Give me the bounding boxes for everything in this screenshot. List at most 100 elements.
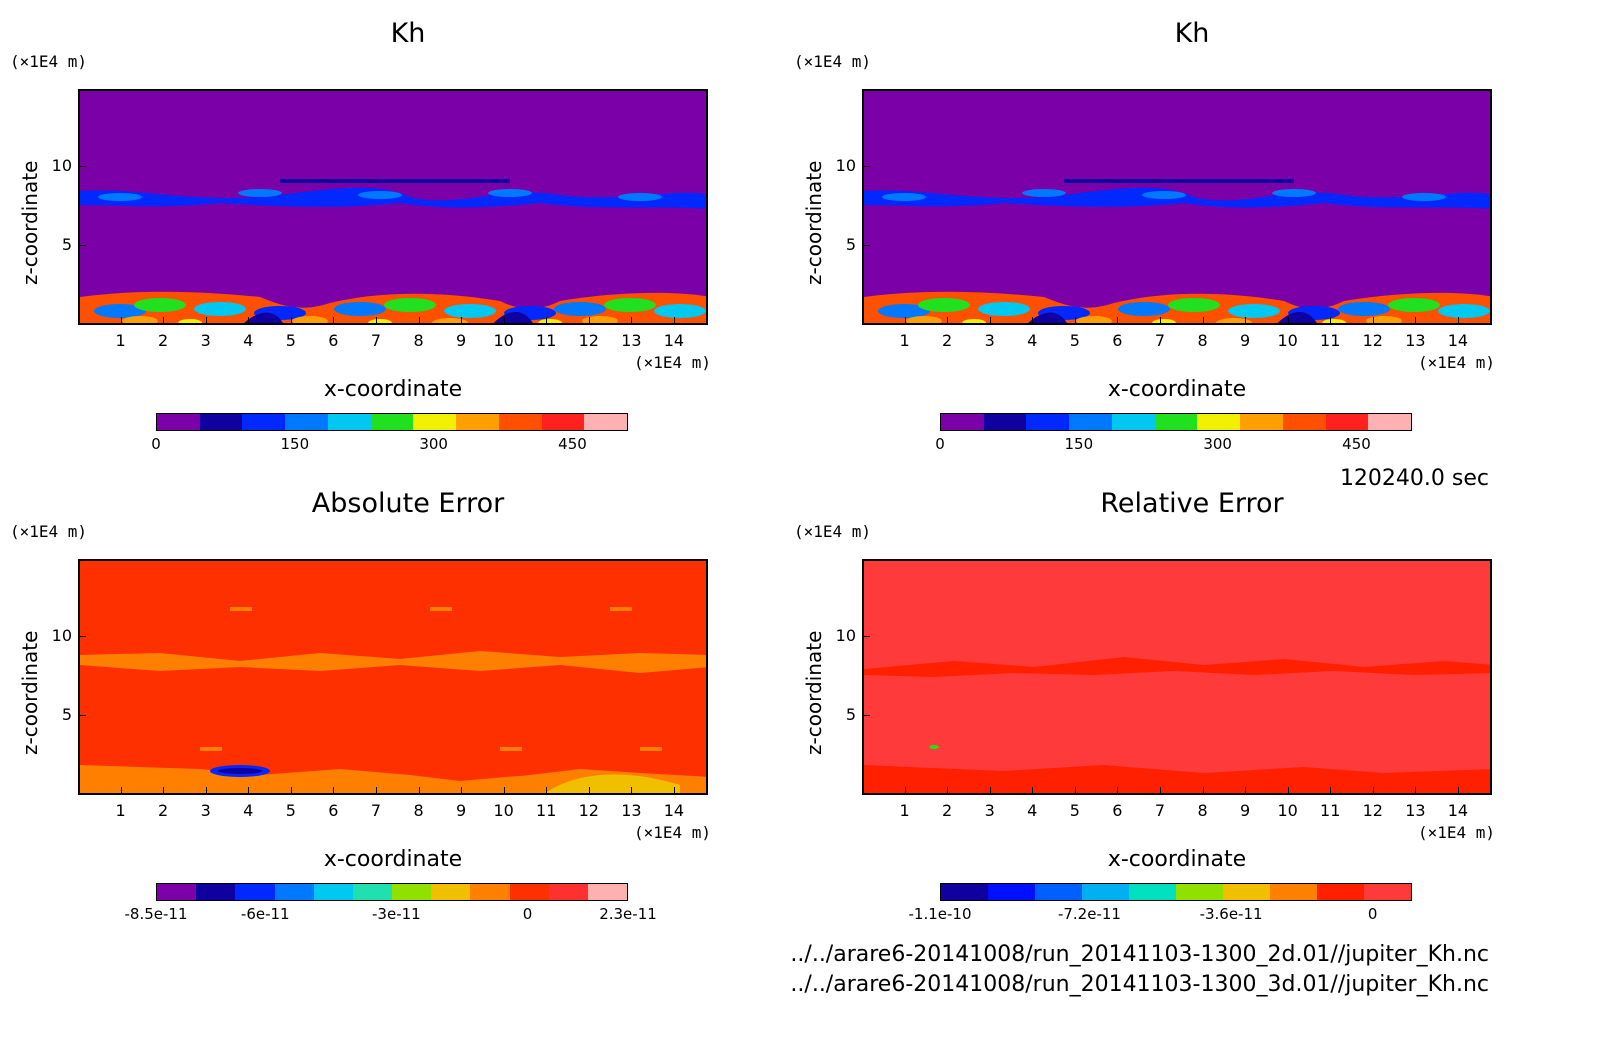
y-tick-mark: [78, 635, 86, 637]
x-tick-mark: [673, 317, 675, 325]
x-tick-label: 7: [1154, 331, 1166, 350]
y-axis-label: z-coordinate: [802, 630, 826, 755]
colorbar-swatch: [370, 414, 414, 430]
x-tick-mark: [375, 317, 377, 325]
x-tick-label: 14: [1447, 331, 1469, 350]
x-tick-label: 12: [578, 331, 599, 350]
x-tick-label: 4: [243, 801, 254, 820]
field-contours: [864, 91, 1490, 323]
y-tick-label: 5: [61, 235, 72, 255]
colorbar-tick-label: -3e-11: [372, 905, 421, 923]
x-tick-mark: [1159, 787, 1161, 795]
colorbar-tick-label: 0: [151, 435, 161, 453]
colorbar-swatch: [1240, 414, 1283, 430]
x-tick-label: 11: [536, 331, 557, 350]
x-tick-label: 13: [621, 331, 642, 350]
x-tick-label: 6: [328, 801, 339, 820]
x-tick-mark: [1032, 787, 1034, 795]
y-unit-label: (×1E4 m): [10, 522, 88, 541]
y-tick-label: 5: [845, 705, 856, 725]
x-tick-mark: [546, 317, 548, 325]
colorbar-swatch: [1069, 414, 1112, 430]
x-tick-label: 9: [1240, 331, 1251, 350]
panel-title: Kh: [1174, 18, 1210, 49]
x-tick-label: 5: [1069, 801, 1080, 820]
colorbar-swatch: [274, 884, 314, 900]
colorbar-swatch: [1368, 414, 1412, 430]
y-tick-label: 10: [835, 625, 856, 645]
x-tick-mark: [588, 317, 590, 325]
x-tick-mark: [989, 317, 991, 325]
colorbar-swatch: [327, 414, 371, 430]
x-tick-label: 6: [1112, 801, 1123, 820]
x-axis-label: x-coordinate: [323, 847, 463, 872]
x-tick-mark: [1074, 787, 1076, 795]
colorbar-swatch: [1282, 414, 1326, 430]
colorbar-tick-label: 150: [1064, 435, 1094, 453]
x-tick-label: 12: [1362, 801, 1383, 820]
x-tick-label: 8: [1197, 331, 1208, 350]
x-tick-mark: [461, 317, 463, 325]
y-unit-label: (×1E4 m): [794, 52, 872, 71]
y-tick-label: 10: [835, 155, 856, 175]
x-tick-label: 4: [1027, 331, 1038, 350]
colorbar-swatch: [1223, 884, 1270, 900]
colorbar-swatch: [392, 884, 432, 900]
x-tick-label: 2: [158, 801, 169, 820]
x-tick-mark: [120, 317, 122, 325]
x-tick-mark: [1372, 317, 1374, 325]
x-unit-label: (×1E4 m): [1418, 823, 1496, 842]
colorbar: [156, 883, 628, 901]
chart-panel: Relative Error (×1E4 m) z-coordinate 1 2 3 4 5 6…: [784, 470, 1568, 940]
colorbar-swatch: [470, 884, 510, 900]
x-tick-mark: [1117, 317, 1119, 325]
colorbar-tick-label: -8.5e-11: [124, 905, 188, 923]
x-tick-label: 13: [1405, 801, 1426, 820]
x-tick-mark: [673, 787, 675, 795]
x-tick-mark: [418, 317, 420, 325]
plot-area: [78, 559, 708, 795]
x-tick-mark: [1032, 317, 1034, 325]
x-tick-mark: [290, 317, 292, 325]
colorbar-tick-label: 0: [1367, 905, 1378, 923]
x-tick-label: 11: [1320, 331, 1341, 350]
x-tick-mark: [461, 787, 463, 795]
colorbar-swatch: [541, 414, 585, 430]
x-tick-label: 2: [942, 331, 953, 350]
field-contours: [80, 561, 706, 793]
x-tick-mark: [947, 787, 949, 795]
plot-area: [862, 89, 1492, 325]
x-tick-label: 5: [1069, 331, 1080, 350]
x-tick-mark: [1330, 787, 1332, 795]
file-path-2d: ../../arare6-20141008/run_20141103-1300_…: [790, 942, 1489, 967]
x-tick-mark: [333, 317, 335, 325]
colorbar-tick-label: 2.3e-11: [599, 905, 657, 923]
x-tick-label: 7: [370, 331, 382, 350]
x-tick-label: 10: [493, 331, 514, 350]
x-tick-label: 8: [1197, 801, 1208, 820]
y-tick-mark: [862, 165, 870, 167]
x-tick-mark: [1202, 317, 1204, 325]
colorbar-tick-label: -3.6e-11: [1199, 905, 1263, 923]
x-tick-mark: [205, 317, 207, 325]
x-tick-mark: [163, 317, 165, 325]
y-axis-label: z-coordinate: [18, 160, 42, 285]
x-tick-label: 6: [1112, 331, 1123, 350]
x-tick-label: 1: [899, 801, 910, 820]
x-unit-label: (×1E4 m): [634, 353, 712, 372]
colorbar-tick-label: 0: [522, 905, 533, 923]
x-tick-label: 4: [1027, 801, 1038, 820]
colorbar: [940, 883, 1412, 901]
x-tick-label: 2: [158, 331, 169, 350]
colorbar-swatch: [313, 884, 353, 900]
file-path-list: ../../arare6-20141008/run_20141103-1300_…: [589, 942, 1489, 1012]
colorbar-tick-label: -1.1e-10: [908, 905, 972, 923]
x-tick-mark: [248, 317, 250, 325]
colorbar-swatch: [509, 884, 549, 900]
x-tick-mark: [1159, 317, 1161, 325]
colorbar-tick-label: -7.2e-11: [1057, 905, 1121, 923]
x-tick-label: 5: [285, 331, 296, 350]
field-contours: [80, 91, 706, 323]
x-tick-mark: [1287, 787, 1289, 795]
x-tick-label: 14: [1447, 801, 1469, 820]
